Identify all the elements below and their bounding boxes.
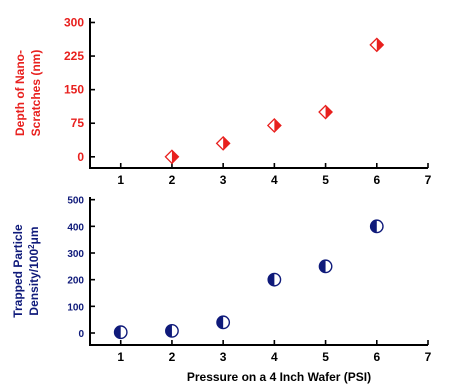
marker-fill bbox=[274, 118, 281, 132]
marker-fill bbox=[165, 324, 172, 338]
data-point-circle bbox=[113, 325, 128, 340]
top-y-axis-title-line2: Scratches (nm) bbox=[29, 50, 43, 137]
marker-fill bbox=[268, 273, 275, 286]
data-point-circle bbox=[216, 315, 231, 330]
marker-fill bbox=[114, 326, 121, 339]
bottom-x-tick-label: 3 bbox=[220, 350, 227, 364]
top-y-tick-label: 150 bbox=[64, 83, 84, 97]
bottom-y-tick-label: 100 bbox=[67, 302, 84, 313]
data-point-diamond bbox=[266, 118, 282, 133]
top-x-tick-label: 6 bbox=[373, 173, 380, 187]
top-x-tick-label: 5 bbox=[322, 173, 329, 187]
bottom-y-tick-label: 200 bbox=[67, 276, 84, 287]
top-x-tick-label: 3 bbox=[220, 173, 227, 187]
marker-fill bbox=[216, 316, 224, 329]
data-point-circle bbox=[165, 323, 179, 338]
data-point-diamond bbox=[318, 104, 333, 120]
bottom-x-tick-label: 6 bbox=[373, 350, 380, 364]
bottom-x-tick-label: 7 bbox=[425, 350, 432, 364]
bottom-x-axis-title: Pressure on a 4 Inch Wafer (PSI) bbox=[187, 370, 371, 384]
bottom-x-tick-label: 2 bbox=[169, 350, 176, 364]
bottom-x-tick-label: 1 bbox=[117, 350, 124, 364]
top-x-tick-label: 2 bbox=[169, 173, 176, 187]
bottom-y-tick-label: 0 bbox=[78, 329, 84, 340]
y-axis-title-unit: μm bbox=[27, 226, 41, 244]
data-point-circle bbox=[369, 219, 384, 234]
data-point-circle bbox=[267, 272, 282, 287]
top-x-tick-label: 1 bbox=[117, 173, 124, 187]
marker-fill bbox=[376, 38, 384, 52]
data-point-circle bbox=[318, 259, 333, 274]
bottom-x-tick-label: 5 bbox=[322, 350, 329, 364]
bottom-y-tick-label: 300 bbox=[67, 249, 84, 260]
data-point-diamond bbox=[369, 37, 385, 53]
top-x-tick-label: 7 bbox=[425, 173, 432, 187]
bottom-y-axis-title-line1: Trapped Particle bbox=[11, 224, 25, 318]
top-y-tick-label: 75 bbox=[71, 116, 85, 130]
marker-fill bbox=[223, 136, 230, 150]
bottom-y-axis-title-line2: Density/1002μm bbox=[27, 226, 42, 315]
top-x-tick-label: 4 bbox=[271, 173, 278, 187]
top-y-tick-label: 0 bbox=[77, 150, 84, 164]
marker-fill bbox=[171, 150, 179, 164]
bottom-y-tick-label: 400 bbox=[67, 222, 84, 233]
data-point-diamond bbox=[215, 135, 231, 151]
top-y-tick-label: 225 bbox=[64, 49, 84, 63]
bottom-y-tick-label: 500 bbox=[67, 196, 84, 207]
data-point-diamond bbox=[164, 149, 180, 165]
bottom-panel-trapped-particles: 1 2 3 4 5 6 7 0 100 200 300 400 500 Trapped Particle D… bbox=[11, 196, 432, 384]
top-y-tick-label: 300 bbox=[64, 15, 84, 29]
top-panel-scratch-depth: 1 2 3 4 5 6 7 0 75 150 225 300 Depth of Nano- Scratch… bbox=[13, 15, 432, 187]
marker-fill bbox=[319, 260, 326, 273]
y-axis-title-superscript: 2 bbox=[27, 244, 36, 249]
top-y-axis-title-line1: Depth of Nano- bbox=[13, 50, 27, 136]
bottom-x-tick-label: 4 bbox=[271, 350, 278, 364]
marker-fill bbox=[325, 105, 333, 119]
marker-fill bbox=[370, 220, 377, 233]
